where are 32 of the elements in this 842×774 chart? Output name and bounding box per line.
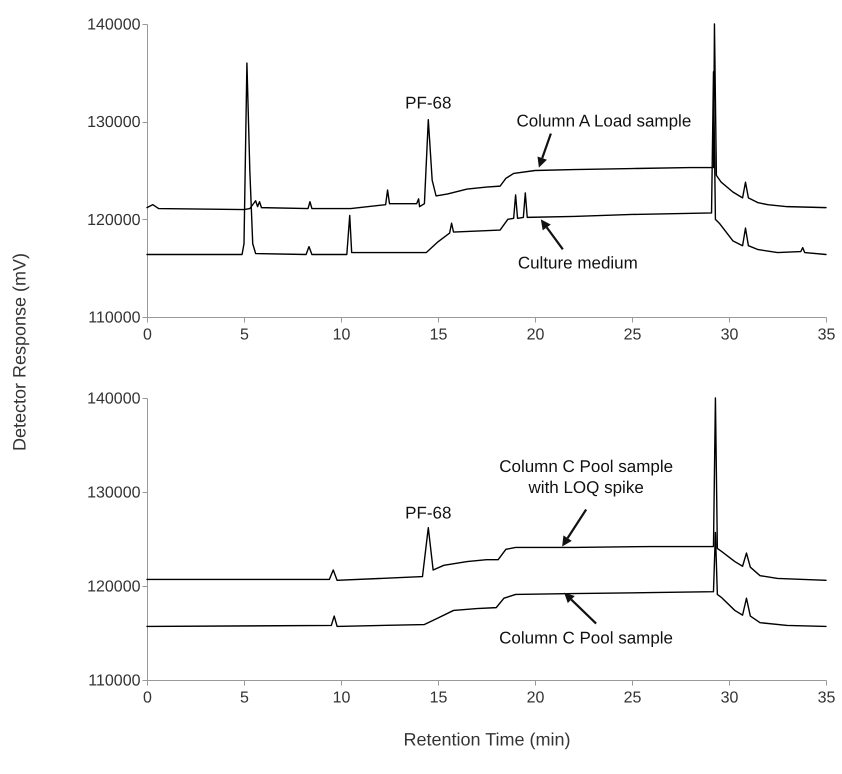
- annotation: Column C Pool sample: [499, 628, 674, 648]
- y-tick-label: 120000: [87, 578, 141, 596]
- x-tick-label: 25: [624, 326, 642, 344]
- annotation: Column C Pool sample with LOQ spike: [499, 457, 674, 498]
- x-tick-label: 10: [332, 326, 350, 344]
- y-tick-label: 130000: [87, 114, 141, 132]
- x-tick-label: 10: [332, 690, 350, 706]
- x-tick-label: 0: [143, 690, 152, 706]
- y-tick-label: 130000: [87, 484, 141, 502]
- y-tick-label: 120000: [87, 212, 141, 229]
- annotation: PF-68: [405, 504, 452, 523]
- x-tick-label: 15: [430, 690, 448, 706]
- x-axis-title: Retention Time (min): [403, 730, 571, 750]
- x-tick-label: 0: [143, 326, 152, 344]
- y-tick-label: 110000: [88, 672, 141, 690]
- y-axis-title: Detector Response (mV): [10, 252, 30, 452]
- x-tick-label: 35: [818, 690, 836, 706]
- y-tick-label: 110000: [88, 310, 141, 326]
- x-tick-label: 20: [526, 326, 544, 344]
- x-tick-label: 25: [624, 690, 642, 706]
- x-tick-label: 20: [526, 690, 544, 706]
- x-tick-label: 30: [720, 326, 738, 344]
- y-tick-label: 140000: [87, 390, 141, 408]
- x-tick-label: 5: [240, 326, 250, 344]
- annotation: Culture medium: [518, 253, 638, 272]
- x-tick-label: 30: [720, 690, 738, 706]
- annotation: PF-68: [405, 94, 452, 113]
- y-tick-label: 140000: [87, 16, 141, 34]
- annotation: Column A Load sample: [516, 112, 692, 131]
- x-tick-label: 15: [430, 326, 448, 344]
- x-tick-label: 5: [240, 690, 250, 706]
- x-tick-label: 35: [818, 326, 836, 344]
